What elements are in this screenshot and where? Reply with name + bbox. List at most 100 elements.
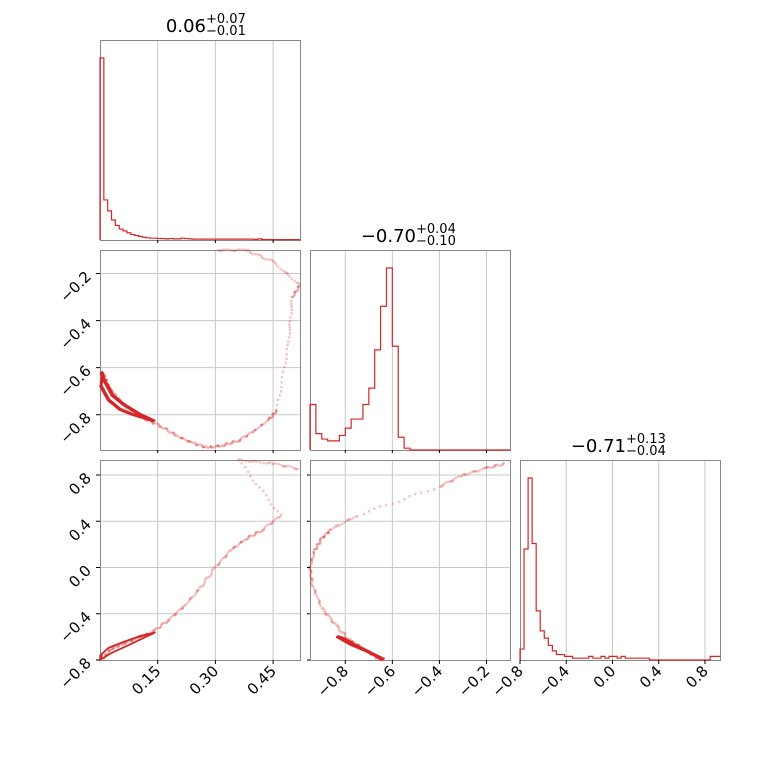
sample-point-0 [263,421,266,425]
x-tick-label: −0.4 [408,662,446,700]
sample-point-1 [272,462,276,465]
sample-point-0 [166,429,169,432]
sample-point-2 [310,584,314,587]
sample-point-2 [310,558,313,561]
sample-point-2 [384,503,388,507]
sample-point-2 [310,582,313,586]
sample-point-2 [309,575,312,579]
sample-point-0 [290,305,293,309]
sample-point-2 [464,473,467,476]
sample-point-0 [290,295,293,299]
sample-point-2 [311,578,314,581]
sample-point-0 [218,249,222,253]
sample-point-0 [227,248,231,251]
sample-point-2 [332,526,336,530]
sample-point-0 [296,288,300,292]
sample-point-2 [344,634,347,638]
sample-point-2 [320,607,324,610]
sample-point-0 [260,423,264,427]
sample-point-0 [215,444,219,447]
sample-point-1 [217,562,221,566]
y-tick-label: −0.6 [56,362,94,400]
sample-point-0 [173,434,177,437]
sample-point-2 [313,547,317,551]
sample-point-0 [222,248,225,252]
sample-point-1 [104,653,107,656]
sample-point-1 [196,589,199,592]
sample-point-2 [327,529,331,532]
sample-point-0 [279,390,283,393]
sample-point-2 [309,571,313,575]
sample-point-0 [261,256,265,260]
sample-point-1 [188,598,192,602]
sample-point-2 [403,497,406,501]
sample-point-0 [224,442,228,445]
sample-point-2 [312,553,316,556]
sample-point-1 [153,628,156,632]
sample-point-0 [259,253,262,257]
sample-point-2 [483,466,487,470]
sample-point-0 [235,248,238,252]
sample-point-1 [244,459,247,463]
sample-point-0 [238,439,242,442]
sample-point-0 [284,270,287,274]
sample-point-1 [161,621,165,625]
sample-point-0 [249,251,253,255]
sample-point-2 [480,468,484,471]
sample-point-0 [224,247,228,251]
sample-point-2 [476,470,479,473]
sample-point-0 [151,421,154,425]
sample-point-2 [318,538,322,541]
sample-point-0 [221,444,224,447]
sample-point-2 [310,560,314,564]
sample-point-2 [310,570,313,574]
sample-point-2 [408,494,411,498]
sample-point-2 [336,524,340,527]
sample-point-2 [325,613,329,617]
sample-point-2 [397,500,401,504]
panel-frame [100,250,301,451]
sample-point-1 [254,532,257,536]
sample-point-0 [293,291,296,295]
sample-point-0 [228,442,232,446]
sample-point-0 [247,432,251,435]
sample-point-0 [240,247,244,251]
sample-point-0 [274,411,278,414]
sample-point-1 [235,544,239,548]
sample-point-1 [220,558,223,562]
sample-point-2 [433,488,436,491]
sample-point-2 [458,474,462,478]
sample-point-2 [312,550,315,554]
sample-point-2 [317,599,321,602]
sample-point-1 [294,467,298,471]
sample-point-2 [309,573,312,577]
sample-point-0 [272,260,275,263]
sample-point-2 [493,464,497,468]
sample-point-0 [168,431,172,434]
sample-point-0 [152,422,156,425]
sample-point-1 [259,530,263,534]
sample-point-1 [233,545,236,549]
sample-point-0 [297,285,301,288]
sample-point-1 [217,563,220,567]
sample-point-1 [289,465,292,468]
sample-point-1 [244,538,247,541]
histogram-2 [519,477,720,661]
sample-point-1 [262,461,265,465]
x-tick-label: 0.30 [186,662,222,698]
sample-point-0 [269,416,272,420]
sample-point-0 [180,436,183,440]
sample-point-0 [284,361,288,365]
sample-point-0 [210,445,213,449]
panel-1-1 [310,250,511,451]
sample-point-1 [265,462,268,465]
sample-point-1 [199,585,203,589]
sample-point-1 [261,529,264,532]
sample-point-1 [240,540,244,544]
sample-point-0 [270,258,274,262]
sample-point-2 [335,524,339,528]
sample-point-0 [201,445,205,449]
sample-point-1 [284,465,288,468]
sample-point-2 [324,612,327,616]
sample-point-1 [124,642,127,645]
